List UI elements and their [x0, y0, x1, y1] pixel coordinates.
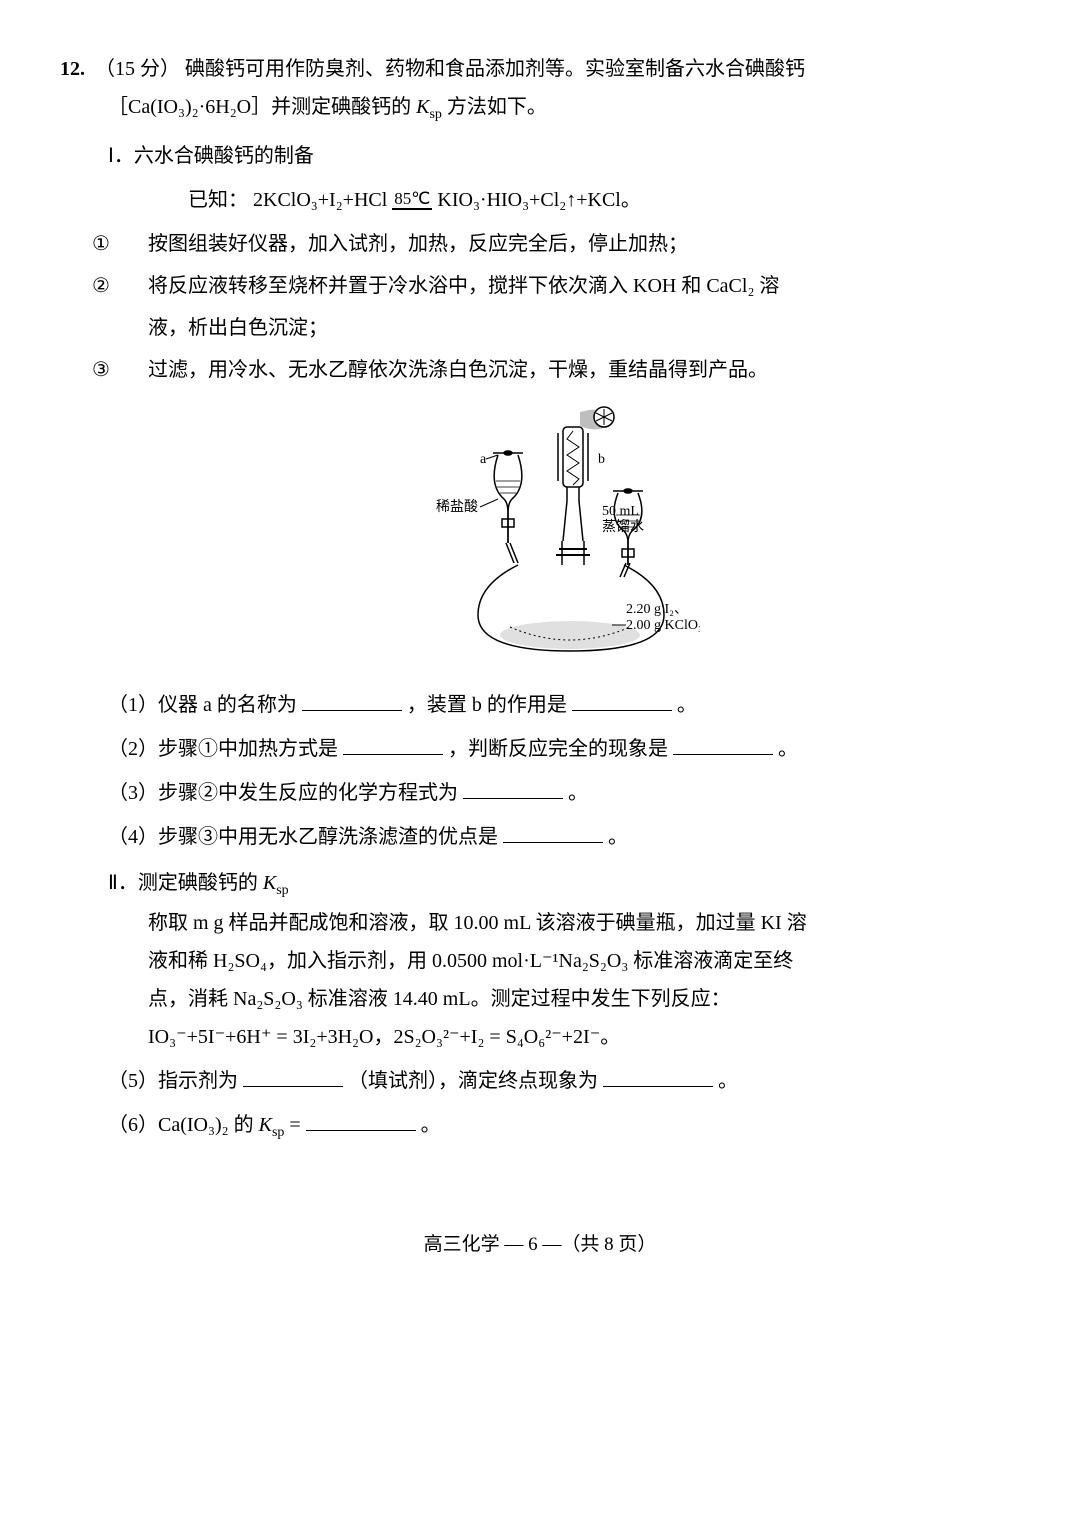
q2-c: 。	[778, 738, 798, 760]
part2-label: Ⅱ．测定碘酸钙的 Ksp	[60, 864, 1020, 905]
intro-suffix: 方法如下。	[442, 96, 547, 118]
eq-arrow: 85℃	[392, 190, 432, 213]
label-hcl: 稀盐酸	[436, 499, 478, 515]
subq-1: （1）仪器 a 的名称为 ，装置 b 的作用是 。	[108, 686, 1020, 724]
question-body: （15 分） 碘酸钙可用作防臭剂、药物和食品添加剂等。实验室制备六水合碘酸钙	[95, 50, 1020, 88]
page-footer: 高三化学 — 6 —（共 8 页）	[60, 1227, 1020, 1263]
step-2: ②将反应液转移至烧杯并置于冷水浴中，搅拌下依次滴入 KOH 和 CaCl₂ 溶	[108, 267, 1020, 305]
step-2b: 液，析出白色沉淀；	[108, 309, 1020, 347]
part2-para: 称取 m g 样品并配成饱和溶液，取 10.00 mL 该溶液于碘量瓶，加过量 …	[60, 904, 1020, 1018]
p2-line1: 称取 m g 样品并配成饱和溶液，取 10.00 mL 该溶液于碘量瓶，加过量 …	[148, 904, 1020, 942]
blank-icon	[603, 1066, 713, 1087]
step1-marker: ①	[120, 225, 148, 263]
subq-5: （5）指示剂为 （填试剂），滴定终点现象为 。	[108, 1062, 1020, 1100]
ksp-sub: sp	[429, 107, 441, 122]
step2-marker: ②	[120, 267, 148, 305]
subq-3: （3）步骤②中发生反应的化学方程式为 。	[108, 774, 1020, 812]
q6-a: （6）Ca(IO₃)₂ 的	[108, 1114, 259, 1136]
blank-icon	[503, 822, 603, 843]
q1-a: （1）仪器 a 的名称为	[108, 694, 297, 716]
q6-c: 。	[421, 1114, 441, 1136]
q4-a: （4）步骤③中用无水乙醇洗涤滤渣的优点是	[108, 826, 498, 848]
blank-icon	[673, 734, 773, 755]
step3-marker: ③	[120, 351, 148, 389]
part2-eq: IO₃⁻+5I⁻+6H⁺ = 3I₂+3H₂O，2S₂O₃²⁻+I₂ = S₄O…	[60, 1018, 1020, 1056]
p2-line3: 点，消耗 Na₂S₂O₃ 标准溶液 14.40 mL。测定过程中发生下列反应：	[148, 980, 1020, 1018]
blank-icon	[306, 1110, 416, 1131]
subq-2: （2）步骤①中加热方式是 ，判断反应完全的现象是 。	[108, 730, 1020, 768]
q6-sub: sp	[272, 1125, 284, 1140]
q3-a: （3）步骤②中发生反应的化学方程式为	[108, 782, 458, 804]
q5-c: 。	[718, 1070, 738, 1092]
blank-icon	[343, 734, 443, 755]
q2-a: （2）步骤①中加热方式是	[108, 738, 338, 760]
eq-reactants: 2KClO₃+I₂+HCl	[253, 189, 387, 211]
q3-c: 。	[568, 782, 588, 804]
step-3: ③过滤，用冷水、无水乙醇依次洗涤白色沉淀，干燥，重结晶得到产品。	[108, 351, 1020, 389]
question-number: 12.	[60, 50, 85, 88]
known-equation: 已知： 2KClO₃+I₂+HCl 85℃ KIO₃·HIO₃+Cl₂↑+KCl…	[100, 181, 1020, 219]
formula-prefix: ［Ca(IO₃)₂·6H₂O］并测定碘酸钙的	[108, 96, 416, 118]
q1-b: ，装置 b 的作用是	[407, 694, 567, 716]
blank-icon	[243, 1066, 343, 1087]
q6-b: =	[284, 1114, 305, 1136]
intro-line1: 碘酸钙可用作防臭剂、药物和食品添加剂等。实验室制备六水合碘酸钙	[185, 58, 805, 80]
label-b: b	[598, 452, 605, 467]
p2-line2: 液和稀 H₂SO₄，加入指示剂，用 0.0500 mol·L⁻¹Na₂S₂O₃ …	[148, 942, 1020, 980]
blank-icon	[572, 690, 672, 711]
label-flask2: 2.00 g KClO₃	[626, 618, 700, 633]
q5-a: （5）指示剂为	[108, 1070, 238, 1092]
step2-text-a: 将反应液转移至烧杯并置于冷水浴中，搅拌下依次滴入 KOH 和 CaCl₂ 溶	[148, 275, 779, 297]
apparatus-diagram: a b 稀盐酸 50 mL 蒸馏水 2.20 g I₂、 2.00 g KClO…	[60, 403, 1020, 676]
label-water1: 50 mL	[602, 504, 639, 519]
question-header: 12. （15 分） 碘酸钙可用作防臭剂、药物和食品添加剂等。实验室制备六水合碘…	[60, 50, 1020, 88]
q1-c: 。	[677, 694, 697, 716]
intro-line2: ［Ca(IO₃)₂·6H₂O］并测定碘酸钙的 Ksp 方法如下。	[60, 88, 1020, 129]
eq-products: KIO₃·HIO₃+Cl₂↑+KCl。	[437, 189, 640, 211]
q4-c: 。	[608, 826, 628, 848]
step-1: ①按图组装好仪器，加入试剂，加热，反应完全后，停止加热；	[108, 225, 1020, 263]
step1-text: 按图组装好仪器，加入试剂，加热，反应完全后，停止加热；	[148, 233, 688, 255]
part2-prefix: Ⅱ．测定碘酸钙的	[108, 872, 263, 894]
question-points: （15 分）	[95, 58, 180, 80]
q2-b: ，判断反应完全的现象是	[448, 738, 668, 760]
apparatus-svg: a b 稀盐酸 50 mL 蒸馏水 2.20 g I₂、 2.00 g KClO…	[380, 403, 700, 663]
part2-k: K	[263, 872, 276, 894]
label-water2: 蒸馏水	[602, 519, 644, 535]
known-prefix: 已知：	[188, 189, 248, 211]
subq-6: （6）Ca(IO₃)₂ 的 Ksp = 。	[108, 1106, 1020, 1147]
label-flask1: 2.20 g I₂、	[626, 602, 688, 617]
label-a: a	[480, 452, 487, 467]
part1-label: Ⅰ．六水合碘酸钙的制备	[60, 137, 1020, 175]
q5-b: （填试剂），滴定终点现象为	[348, 1070, 598, 1092]
q6-k: K	[259, 1114, 272, 1136]
subq-4: （4）步骤③中用无水乙醇洗涤滤渣的优点是 。	[108, 818, 1020, 856]
blank-icon	[302, 690, 402, 711]
eq-temp: 85℃	[392, 190, 432, 210]
part2-sub: sp	[276, 883, 288, 898]
blank-icon	[463, 778, 563, 799]
step2-text-b: 液，析出白色沉淀；	[148, 317, 328, 339]
step3-text: 过滤，用冷水、无水乙醇依次洗涤白色沉淀，干燥，重结晶得到产品。	[148, 359, 768, 381]
ksp-k: K	[416, 96, 429, 118]
